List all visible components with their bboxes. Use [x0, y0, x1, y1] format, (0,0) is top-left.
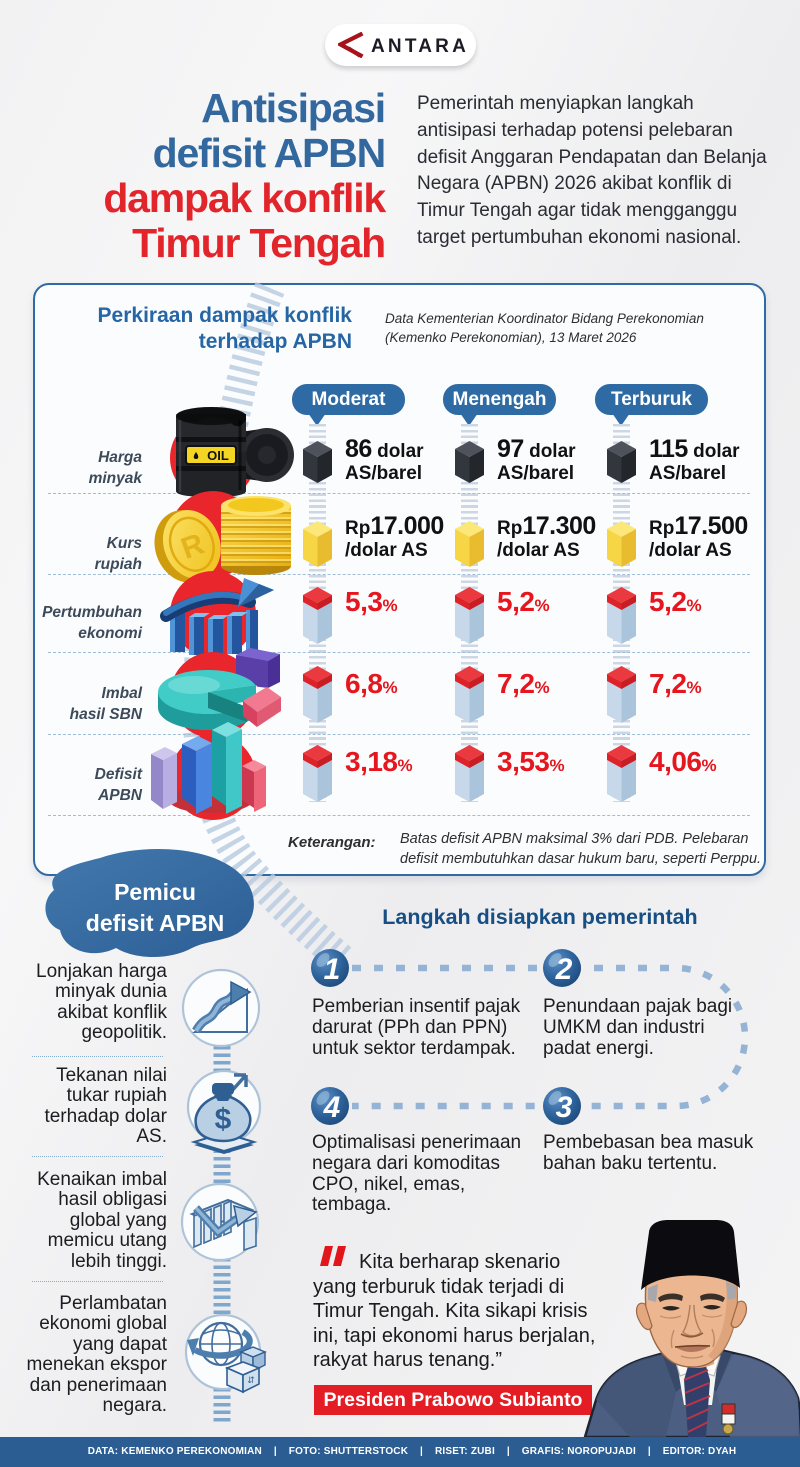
svg-text:$: $: [215, 1103, 232, 1136]
svg-text:⇵: ⇵: [247, 1375, 255, 1385]
svg-text:1: 1: [324, 953, 341, 986]
svg-text:4: 4: [323, 1091, 341, 1124]
svg-text:2: 2: [555, 953, 573, 986]
svg-text:OIL: OIL: [207, 448, 229, 463]
svg-text:3: 3: [556, 1091, 573, 1124]
